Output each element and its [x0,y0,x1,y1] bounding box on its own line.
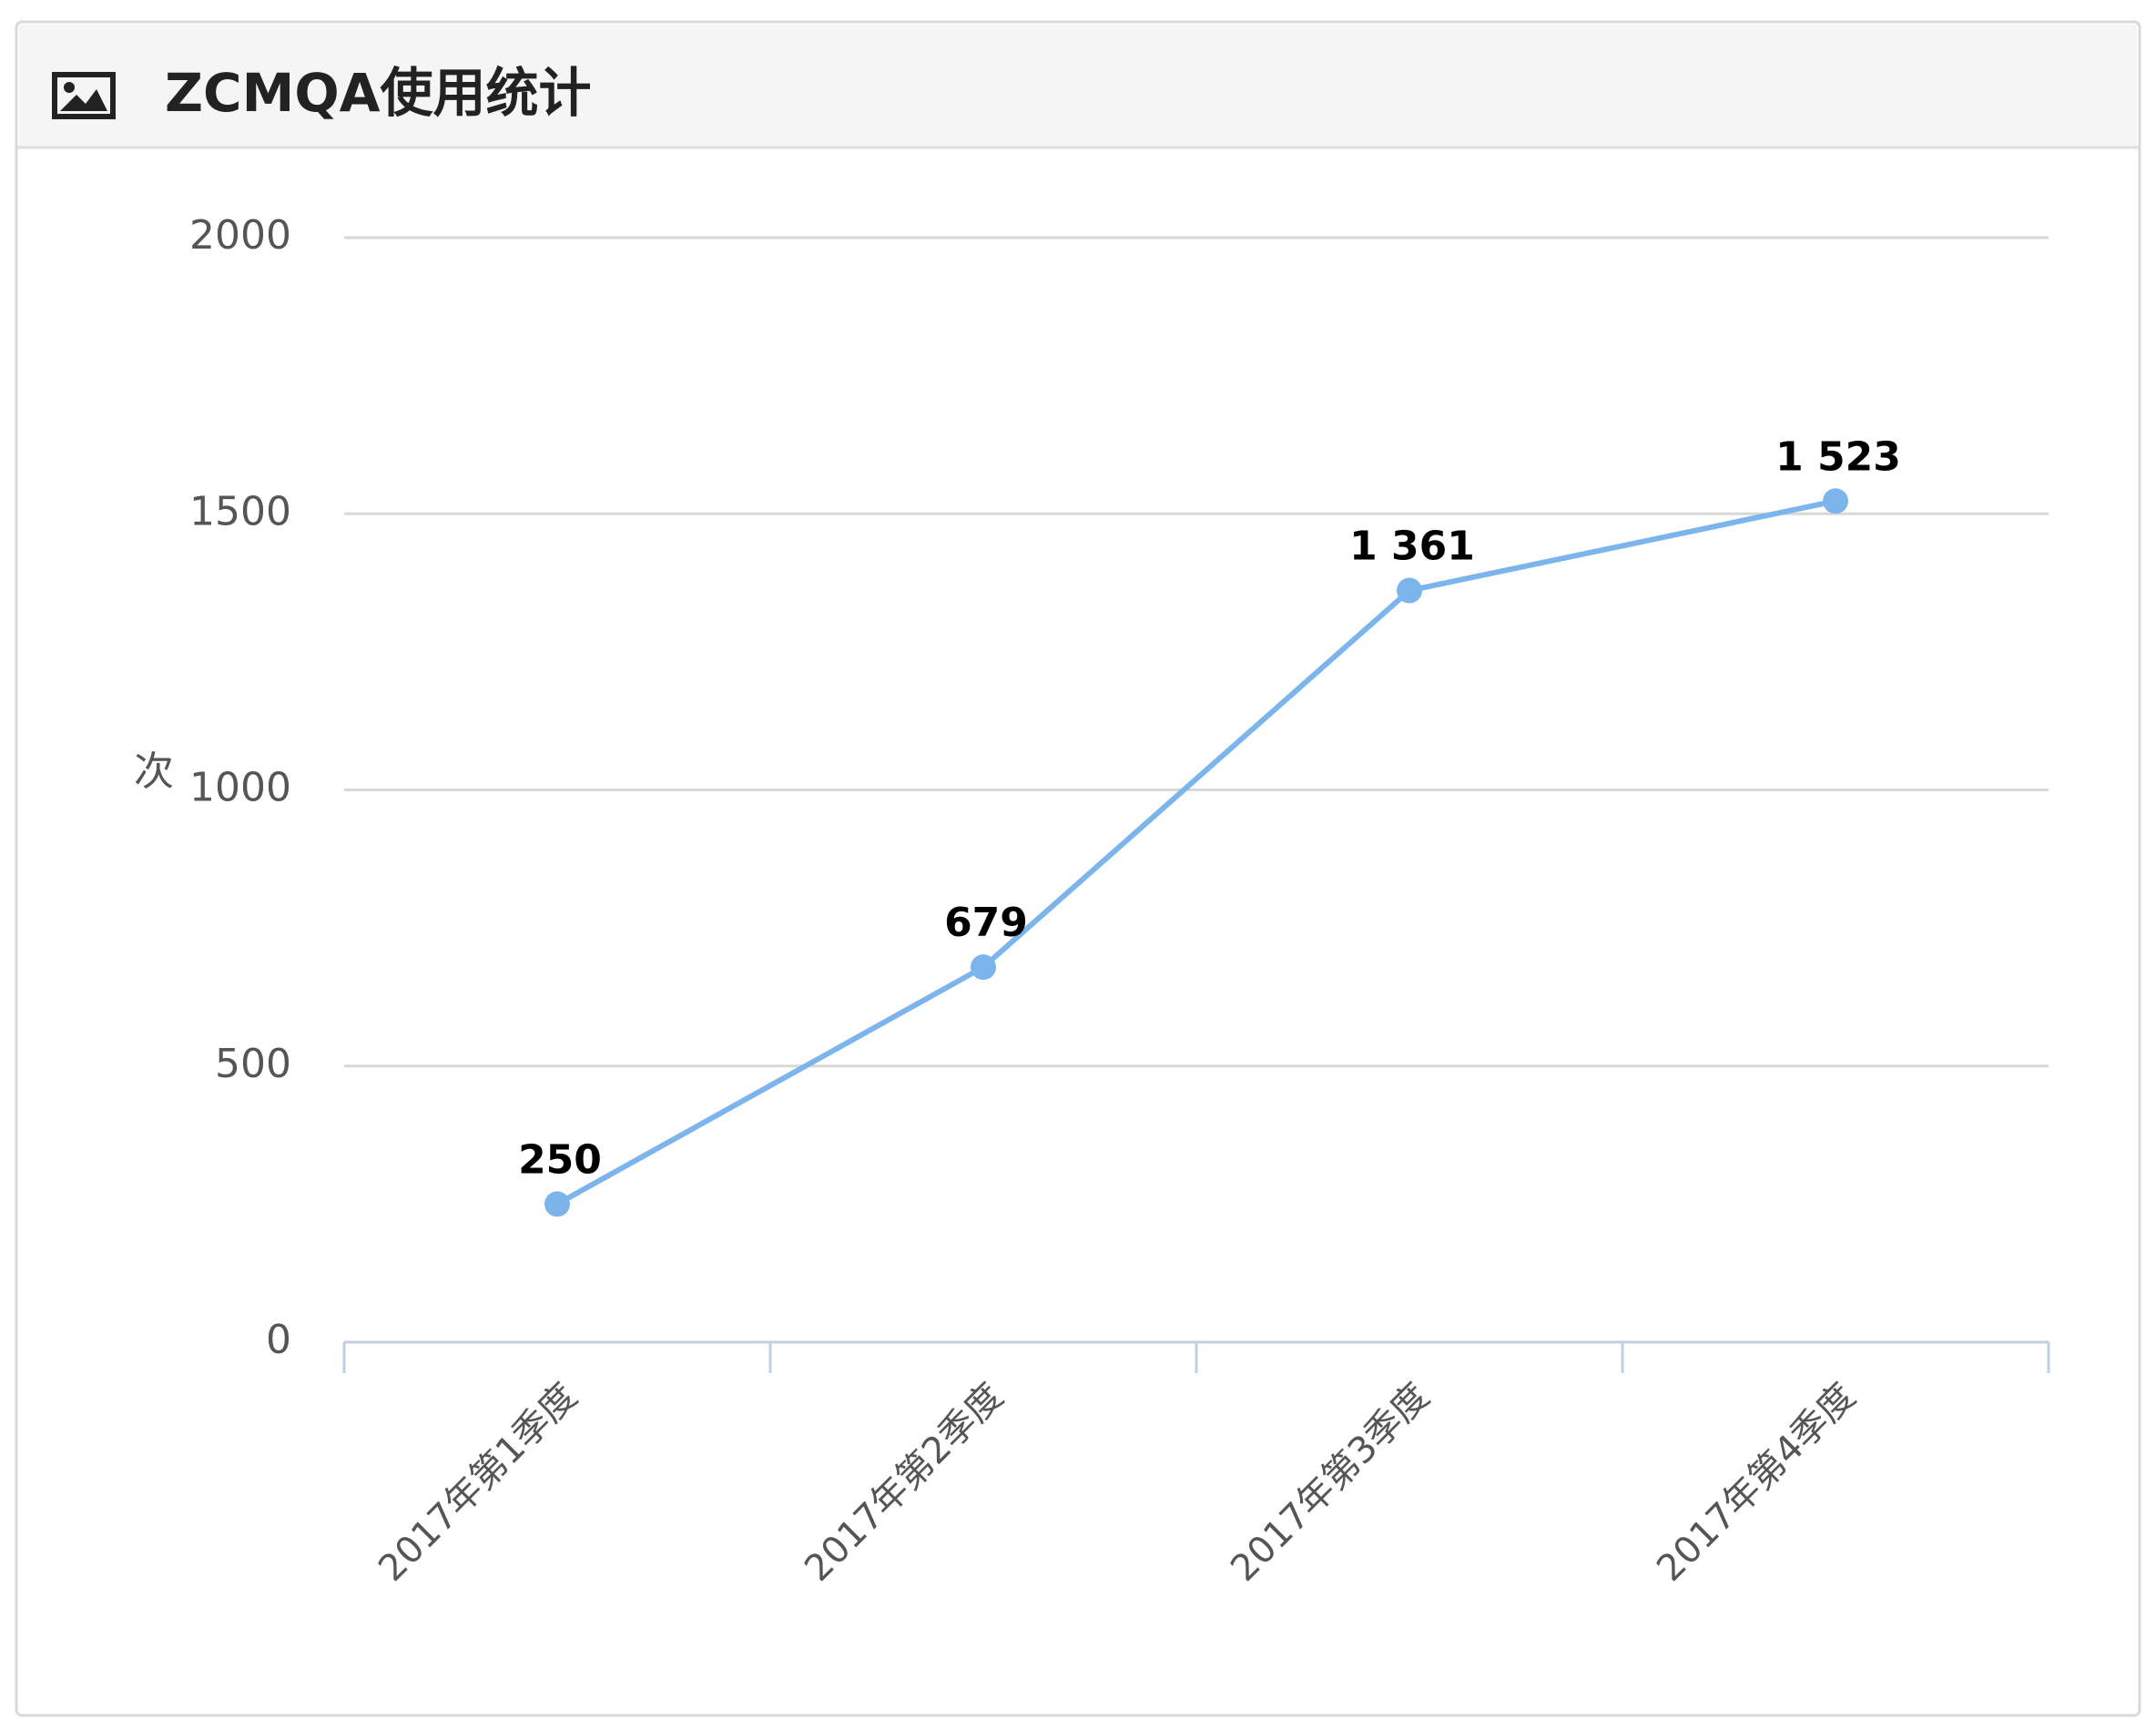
panel-header [19,25,2137,148]
image-icon [52,72,116,119]
y-tick-label: 2000 [189,212,291,259]
data-label: 1 361 [1349,524,1475,570]
y-axis-label: 次 [134,748,174,795]
chart-title: ZCMQA使用统计 [165,62,592,124]
y-tick-label: 1000 [189,765,291,811]
y-tick-label: 1500 [189,488,291,534]
data-label: 250 [518,1136,602,1183]
point [1397,577,1422,604]
y-tick-label: 0 [266,1317,291,1363]
data-label: 1 523 [1775,433,1901,480]
data-label: 679 [944,900,1028,946]
point [1823,488,1848,514]
y-tick-label: 500 [215,1041,291,1087]
panel [15,20,2141,1717]
point [544,1191,570,1217]
point [971,954,996,981]
line [555,498,1836,1207]
